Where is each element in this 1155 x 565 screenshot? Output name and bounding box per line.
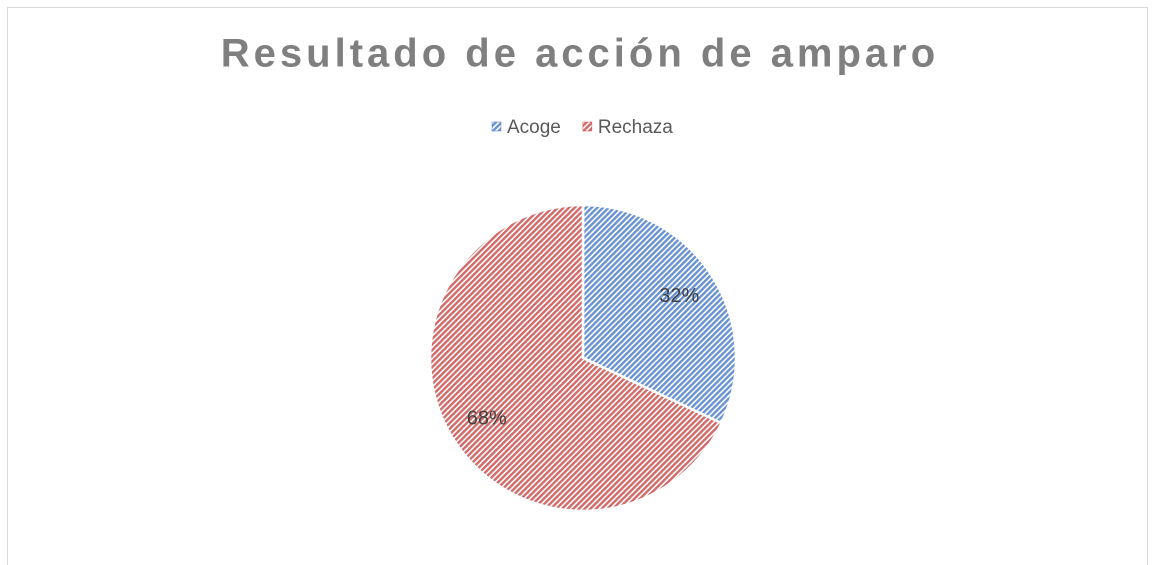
chart-title: Resultado de acción de amparo bbox=[221, 32, 939, 76]
legend-text: Acoge bbox=[507, 117, 561, 138]
legend-swatch bbox=[582, 121, 593, 132]
slice-label: 32% bbox=[659, 285, 699, 307]
pie-slice bbox=[428, 203, 724, 513]
legend-text: Rechaza bbox=[598, 117, 673, 138]
legend-swatch bbox=[491, 121, 502, 132]
pie-slice bbox=[581, 203, 738, 425]
slice-label: 68% bbox=[467, 407, 507, 429]
chart-border bbox=[7, 7, 1148, 565]
